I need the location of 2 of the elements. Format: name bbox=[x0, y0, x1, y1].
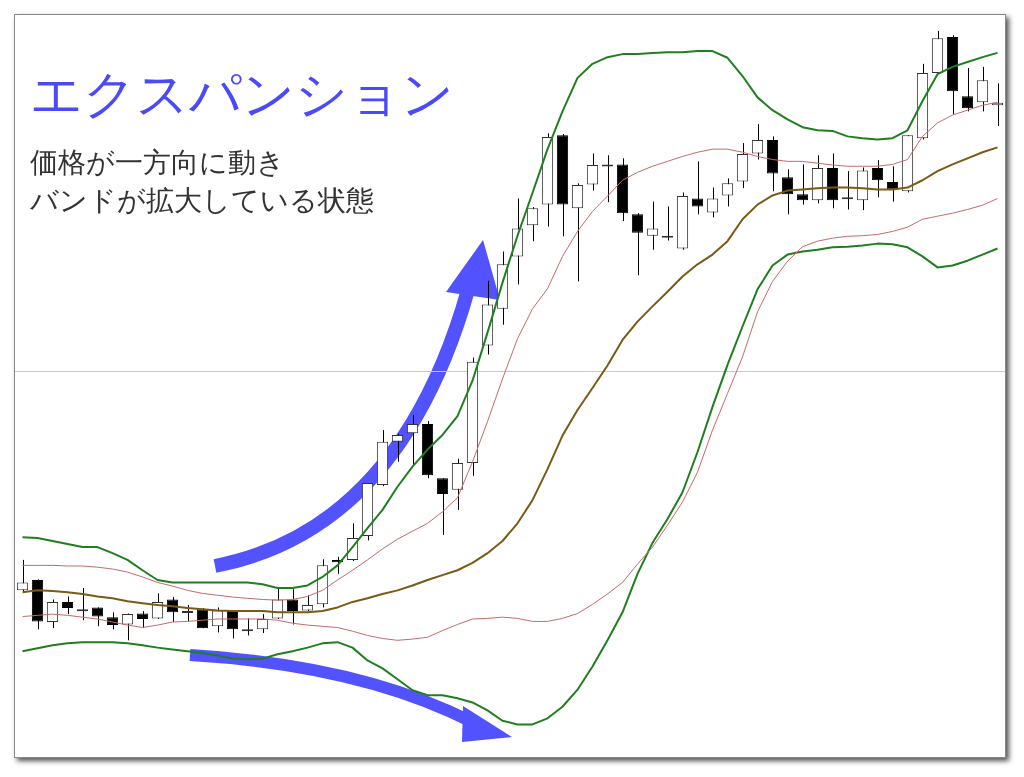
text: 価格が一方向に動きバンドが拡大している状態 bbox=[30, 146, 374, 217]
text: エクスパンション bbox=[30, 63, 454, 126]
